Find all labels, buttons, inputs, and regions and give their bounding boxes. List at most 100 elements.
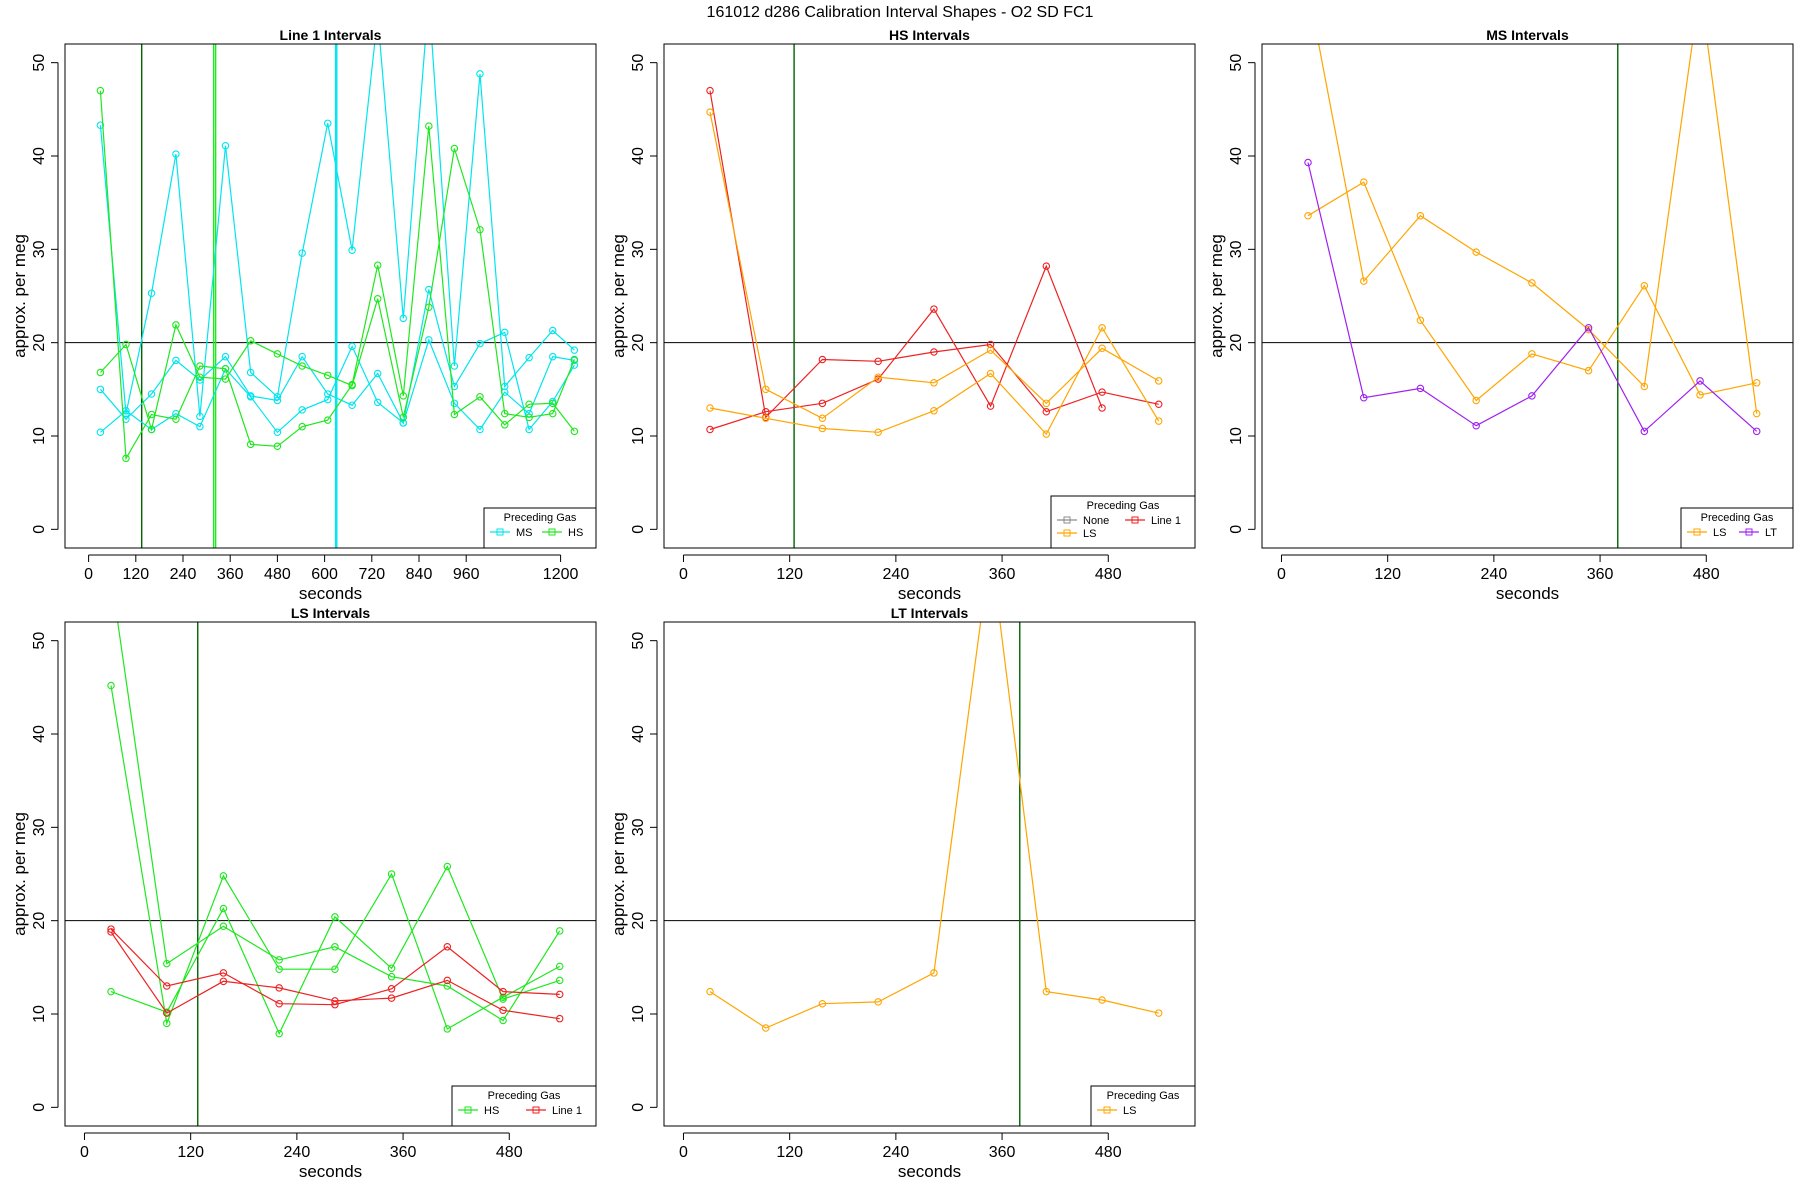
data-point [331,997,339,1005]
data-point [96,368,105,377]
data-point [555,1014,564,1023]
y-tick-label: 10 [31,1005,48,1023]
legend: Preceding Gas LS [1090,1085,1196,1127]
data-point [275,965,283,973]
data-point [221,375,230,383]
data-point [555,962,564,971]
data-point [348,342,356,351]
x-tick-label: 480 [1693,566,1720,583]
legend-marker [1693,528,1701,536]
data-point [570,346,579,354]
data-point [548,326,557,335]
data-point [172,415,180,423]
panel-title: LS Intervals [291,605,371,621]
data-point [387,994,396,1002]
data-point [570,361,579,369]
data-point [399,392,408,400]
data-point [107,928,115,936]
series-line [709,264,1103,431]
data-point [331,943,339,951]
data-point [219,922,228,931]
data-point [163,1009,171,1017]
data-point [1098,344,1106,353]
data-point [500,409,509,418]
y-tick-label: 20 [630,912,647,930]
x-tick-label: 120 [776,1144,803,1161]
data-point [476,339,484,348]
legend-entry-ls: LS [1057,528,1096,540]
y-tick-label: 40 [630,725,647,743]
data-point [1042,399,1051,408]
data-point [273,428,282,437]
x-tick-label: 120 [177,1144,204,1161]
x-tick-label: 840 [406,566,433,583]
x-tick-label: 360 [1587,566,1614,583]
data-point [275,999,283,1008]
legend-box [1680,507,1794,549]
y-tick-label: 20 [31,912,48,930]
data-point [323,395,332,404]
data-point [348,246,356,255]
y-axis-label: approx. per meg [1207,234,1226,358]
panel-line1-intervals: Line 1 Intervals 0 120 240 360 480 600 720 840 96… [10,27,597,603]
data-point [548,399,557,408]
legend-label: Line 1 [552,1105,582,1117]
data-point [986,402,995,410]
data-point [96,121,105,129]
data-point [548,352,557,361]
data-point [1640,281,1649,290]
data-point [1304,158,1312,167]
x-tick-label: 240 [1481,566,1508,583]
data-point [762,1024,770,1032]
x-tick-label: 240 [883,566,910,583]
data-point [1752,409,1761,418]
legend: Preceding Gas MS HS [483,507,597,549]
data-point [1472,421,1480,430]
data-point [930,379,938,387]
data-point [373,369,382,378]
data-point [1098,388,1106,396]
data-point [246,393,255,401]
data-point [930,348,938,356]
x-tick-label: 120 [776,566,803,583]
data-point [1042,262,1051,270]
legend-entry-lt: LT [1739,527,1777,539]
data-point [1696,391,1704,399]
data-point [219,969,228,977]
series-line [110,685,560,1030]
data-point [525,353,533,362]
data-point [476,225,484,234]
x-tick-label: 0 [84,566,93,583]
data-point [476,425,484,434]
series-ms-2 [96,285,579,437]
data-point [1304,211,1312,220]
data-point [499,995,507,1003]
data-point [1640,382,1649,391]
data-point [499,1016,507,1025]
y-tick-label: 0 [31,525,48,534]
x-tick-label: 1200 [543,566,579,583]
data-point [1752,427,1761,436]
data-point [499,987,507,996]
data-point [331,913,339,921]
legend-entry-ls: LS [1687,527,1726,539]
x-tick-label: 480 [496,1144,523,1161]
data-point [450,399,459,408]
data-point [323,390,332,398]
data-point [930,407,938,415]
data-point [1528,350,1536,358]
series-ls-2 [706,108,1163,423]
data-point [373,398,382,407]
legend-entry-line-1: Line 1 [1125,515,1181,527]
data-point [172,409,180,418]
plot-area [664,622,1195,1126]
data-point [348,401,356,409]
data-point [387,972,396,981]
panel-lt-intervals: LT Intervals 0 120 240 360 480 seconds 0 10 20 30 4… [609,605,1196,1181]
x-tick-label: 960 [453,566,480,583]
data-point [443,976,452,985]
y-axis-label: approx. per meg [609,234,628,358]
x-axis-label: seconds [1496,584,1559,603]
figure-title: 161012 d286 Calibration Interval Shapes … [707,4,1094,21]
data-point [930,305,938,313]
